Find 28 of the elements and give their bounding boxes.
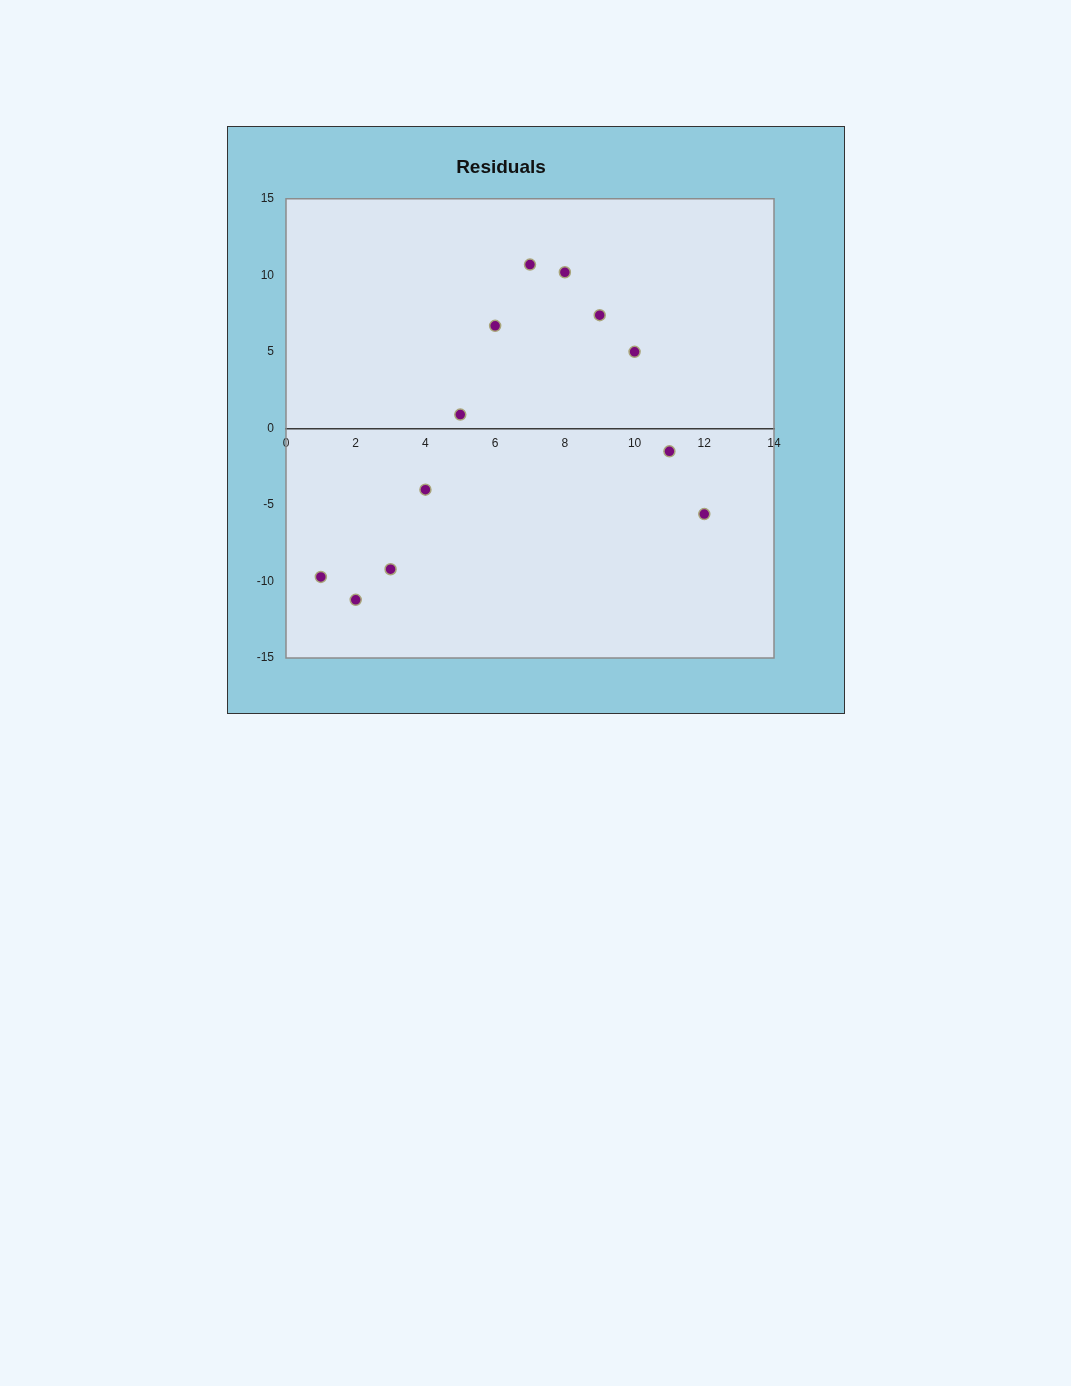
x-tick-label: 2 <box>352 435 360 450</box>
y-tick-label: 15 <box>260 191 275 206</box>
x-tick-label: 4 <box>422 435 430 450</box>
x-tick-label: 10 <box>627 435 642 450</box>
y-tick-label: -15 <box>256 650 275 665</box>
point <box>314 570 328 584</box>
y-tick-label: 0 <box>267 420 275 435</box>
x-tick-label: 8 <box>561 435 569 450</box>
point <box>419 483 432 496</box>
point <box>488 319 502 333</box>
point <box>384 562 397 576</box>
x-tick-label: 6 <box>491 435 499 450</box>
x-tick-label: 14 <box>767 435 781 450</box>
point <box>558 266 572 279</box>
point <box>454 408 467 421</box>
x-tick-label: 12 <box>697 435 712 450</box>
y-tick-label: 5 <box>267 344 275 359</box>
x-tick-label: 0 <box>282 435 290 450</box>
y-tick-label: 10 <box>260 267 275 282</box>
point <box>628 345 641 359</box>
point <box>349 593 362 607</box>
point <box>593 308 606 322</box>
y-tick-label: -5 <box>263 497 275 512</box>
chart-title: Residuals <box>456 155 546 177</box>
y-tick-label: -10 <box>256 573 275 588</box>
point <box>698 507 711 521</box>
point <box>523 258 537 271</box>
point <box>663 445 676 458</box>
